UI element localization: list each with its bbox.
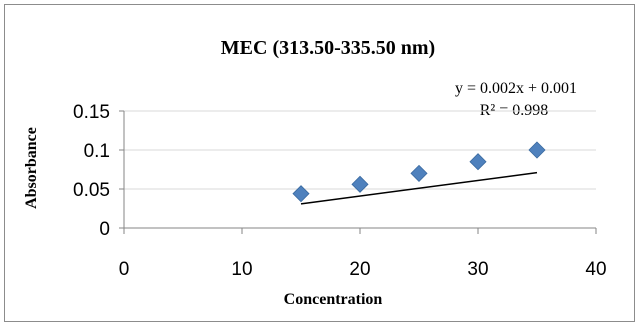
x-tick-label-1: 10 [231,259,252,280]
x-tick-label-4: 40 [585,259,606,280]
x-axis-title: Concentration [284,291,383,308]
y-tick-label-1: 0.05 [73,180,110,201]
axes [119,110,597,234]
data-point-0 [292,185,310,203]
y-tick-label-3: 0.15 [73,102,110,123]
data-point-4 [528,141,546,159]
x-tick-label-3: 30 [467,259,488,280]
y-axis-title: Absorbance [23,127,40,209]
x-tick-label-0: 0 [119,259,130,280]
data-points [292,141,546,203]
chart-title: MEC (313.50-335.50 nm) [221,37,435,59]
y-tick-label-2: 0.1 [84,141,110,162]
data-point-1 [351,175,369,193]
tick-labels: 0 0.05 0.1 0.15 0 10 20 30 40 [73,102,607,280]
y-tick-label-0: 0 [99,219,110,240]
data-point-3 [469,153,487,171]
chart-frame [4,4,635,322]
trendline-equation: y = 0.002x + 0.001 [455,80,577,97]
trendline [300,171,538,205]
x-tick-label-2: 20 [349,259,370,280]
trendline-layer [300,171,538,205]
data-point-2 [410,164,428,182]
